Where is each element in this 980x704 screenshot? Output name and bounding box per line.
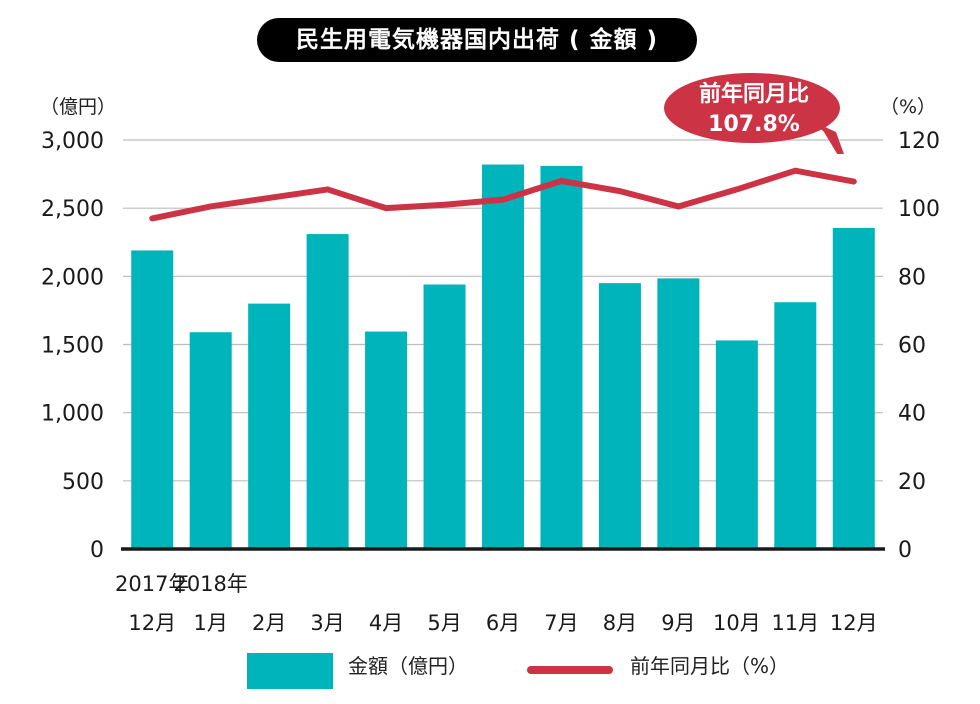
month-label: 3月 — [310, 611, 344, 635]
month-label: 5月 — [427, 611, 461, 635]
year-label: 2018年 — [173, 572, 247, 596]
month-label: 6月 — [486, 611, 520, 635]
month-label: 11月 — [771, 611, 819, 635]
callout-bubble — [664, 73, 844, 154]
legend-bar-swatch — [247, 653, 333, 689]
bar-8 — [598, 283, 641, 549]
left-tick-label: 3,000 — [41, 129, 104, 154]
right-axis-unit: （%） — [880, 96, 937, 118]
legend-line-label: 前年同月比（%） — [630, 654, 790, 678]
right-tick-label: 100 — [898, 197, 940, 222]
month-label: 2月 — [252, 611, 286, 635]
month-label: 12月 — [830, 611, 878, 635]
right-tick-label: 120 — [898, 129, 940, 154]
left-tick-label: 1,500 — [41, 334, 104, 359]
bar-5 — [423, 284, 466, 549]
left-tick-label: 1,000 — [41, 402, 104, 427]
bar-0 — [131, 250, 174, 549]
month-label: 8月 — [603, 611, 637, 635]
bar-6 — [482, 164, 524, 550]
bar-3 — [306, 234, 349, 549]
left-tick-label: 500 — [62, 470, 104, 495]
month-label: 7月 — [544, 611, 578, 635]
bar-9 — [657, 278, 700, 549]
left-axis-unit: （億円） — [40, 96, 117, 118]
bar-11 — [774, 302, 817, 549]
month-label: 9月 — [661, 611, 695, 635]
month-label: 12月 — [128, 611, 176, 635]
callout-label: 前年同月比 — [698, 82, 809, 107]
ratio-line — [149, 167, 857, 222]
bar-10 — [715, 340, 758, 549]
right-tick-label: 60 — [898, 334, 926, 359]
bar-7 — [540, 165, 583, 550]
month-label: 4月 — [369, 611, 403, 635]
callout-value: 107.8% — [708, 112, 800, 137]
legend-bar-label: 金額（億円） — [348, 654, 468, 678]
left-tick-label: 2,500 — [41, 197, 104, 222]
bar-2 — [248, 303, 291, 549]
right-tick-label: 0 — [898, 538, 912, 563]
left-tick-label: 0 — [90, 538, 104, 563]
right-tick-label: 80 — [898, 265, 926, 290]
bar-12 — [832, 227, 875, 549]
callout-text: 前年同月比 107.8% — [664, 80, 844, 140]
bar-series — [131, 164, 875, 550]
tick-labels: 0 500 1,000 1,500 2,000 2,500 3,000 0 20 40 60 80 10… — [41, 129, 940, 635]
right-tick-label: 40 — [898, 402, 926, 427]
line-series — [149, 167, 857, 222]
month-label: 1月 — [194, 611, 228, 635]
right-tick-label: 20 — [898, 470, 926, 495]
left-tick-label: 2,000 — [41, 265, 104, 290]
legend-line-swatch — [527, 666, 613, 674]
bar-4 — [365, 331, 408, 549]
chart-title: 民生用電気機器国内出荷 ( 金額 ) — [257, 18, 697, 62]
year-label: 2017年 — [115, 572, 189, 596]
bar-1 — [189, 332, 232, 549]
month-label: 10月 — [713, 611, 761, 635]
